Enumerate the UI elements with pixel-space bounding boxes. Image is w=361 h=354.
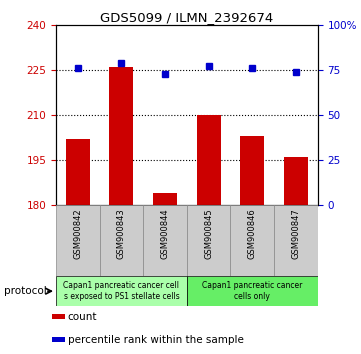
Text: Capan1 pancreatic cancer cell
s exposed to PS1 stellate cells: Capan1 pancreatic cancer cell s exposed … [64,281,179,301]
Bar [284,157,308,205]
Bar [240,136,264,205]
Bar [52,314,65,320]
Bar [52,337,65,343]
Text: GSM900844: GSM900844 [161,208,170,259]
Text: GSM900843: GSM900843 [117,208,126,259]
Title: GDS5099 / ILMN_2392674: GDS5099 / ILMN_2392674 [100,11,273,24]
Bar [66,139,90,205]
Bar [100,205,143,276]
Bar [153,193,177,205]
Bar [56,276,187,306]
Bar [197,115,221,205]
Bar [230,205,274,276]
Bar [143,205,187,276]
Bar [187,205,230,276]
Text: GSM900842: GSM900842 [73,208,82,259]
Bar [274,205,318,276]
Text: GSM900847: GSM900847 [291,208,300,259]
Text: GSM900845: GSM900845 [204,208,213,259]
Text: Capan1 pancreatic cancer
cells only: Capan1 pancreatic cancer cells only [202,281,303,301]
Bar [109,67,133,205]
Text: protocol: protocol [4,286,46,296]
Text: count: count [68,312,97,322]
Text: GSM900846: GSM900846 [248,208,257,259]
Bar [187,276,318,306]
Text: percentile rank within the sample: percentile rank within the sample [68,335,244,345]
Bar [56,205,100,276]
